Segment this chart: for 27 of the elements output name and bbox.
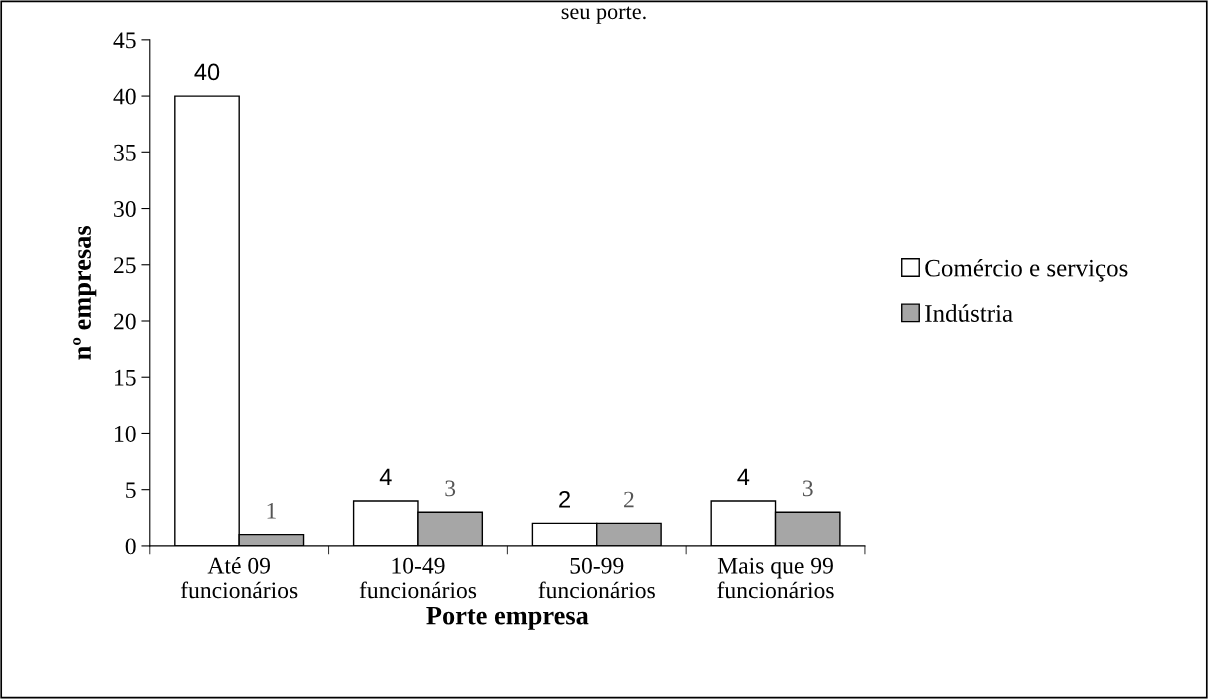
y-tick-label: 30 <box>114 201 136 217</box>
y-tick-label: 10 <box>115 425 136 442</box>
legend-label: Comércio e serviços <box>925 258 1128 282</box>
data-label: 40 <box>194 63 220 81</box>
data-label: 1 <box>267 502 276 519</box>
x-tick-label: Até 09 funcionários <box>180 557 298 599</box>
data-label: 4 <box>737 468 750 485</box>
y-tick-label: 15 <box>115 369 136 386</box>
chart-title: seu porte. <box>561 6 646 24</box>
x-tick-label: 50-99 funcionários <box>538 557 655 599</box>
y-tick-label: 35 <box>114 144 136 161</box>
legend-label: Indústria <box>925 304 1013 322</box>
y-tick-label: 5 <box>126 482 136 499</box>
x-axis-title: Porte empresa <box>426 606 589 630</box>
data-label: 4 <box>379 468 392 485</box>
data-label: 3 <box>802 480 813 497</box>
y-tick-label: 0 <box>125 538 136 555</box>
y-tick-label: 45 <box>113 32 136 49</box>
data-label: 3 <box>445 480 456 497</box>
x-tick-label: 10-49 funcionários <box>359 557 477 599</box>
x-tick-label: Mais que 99 funcionários <box>717 557 834 599</box>
data-label: 2 <box>559 490 570 508</box>
y-axis-title: nº empresas <box>73 226 97 360</box>
y-tick-label: 40 <box>113 88 136 105</box>
y-tick-label: 25 <box>114 257 136 274</box>
data-label: 2 <box>624 491 634 508</box>
y-tick-label: 20 <box>114 313 136 330</box>
